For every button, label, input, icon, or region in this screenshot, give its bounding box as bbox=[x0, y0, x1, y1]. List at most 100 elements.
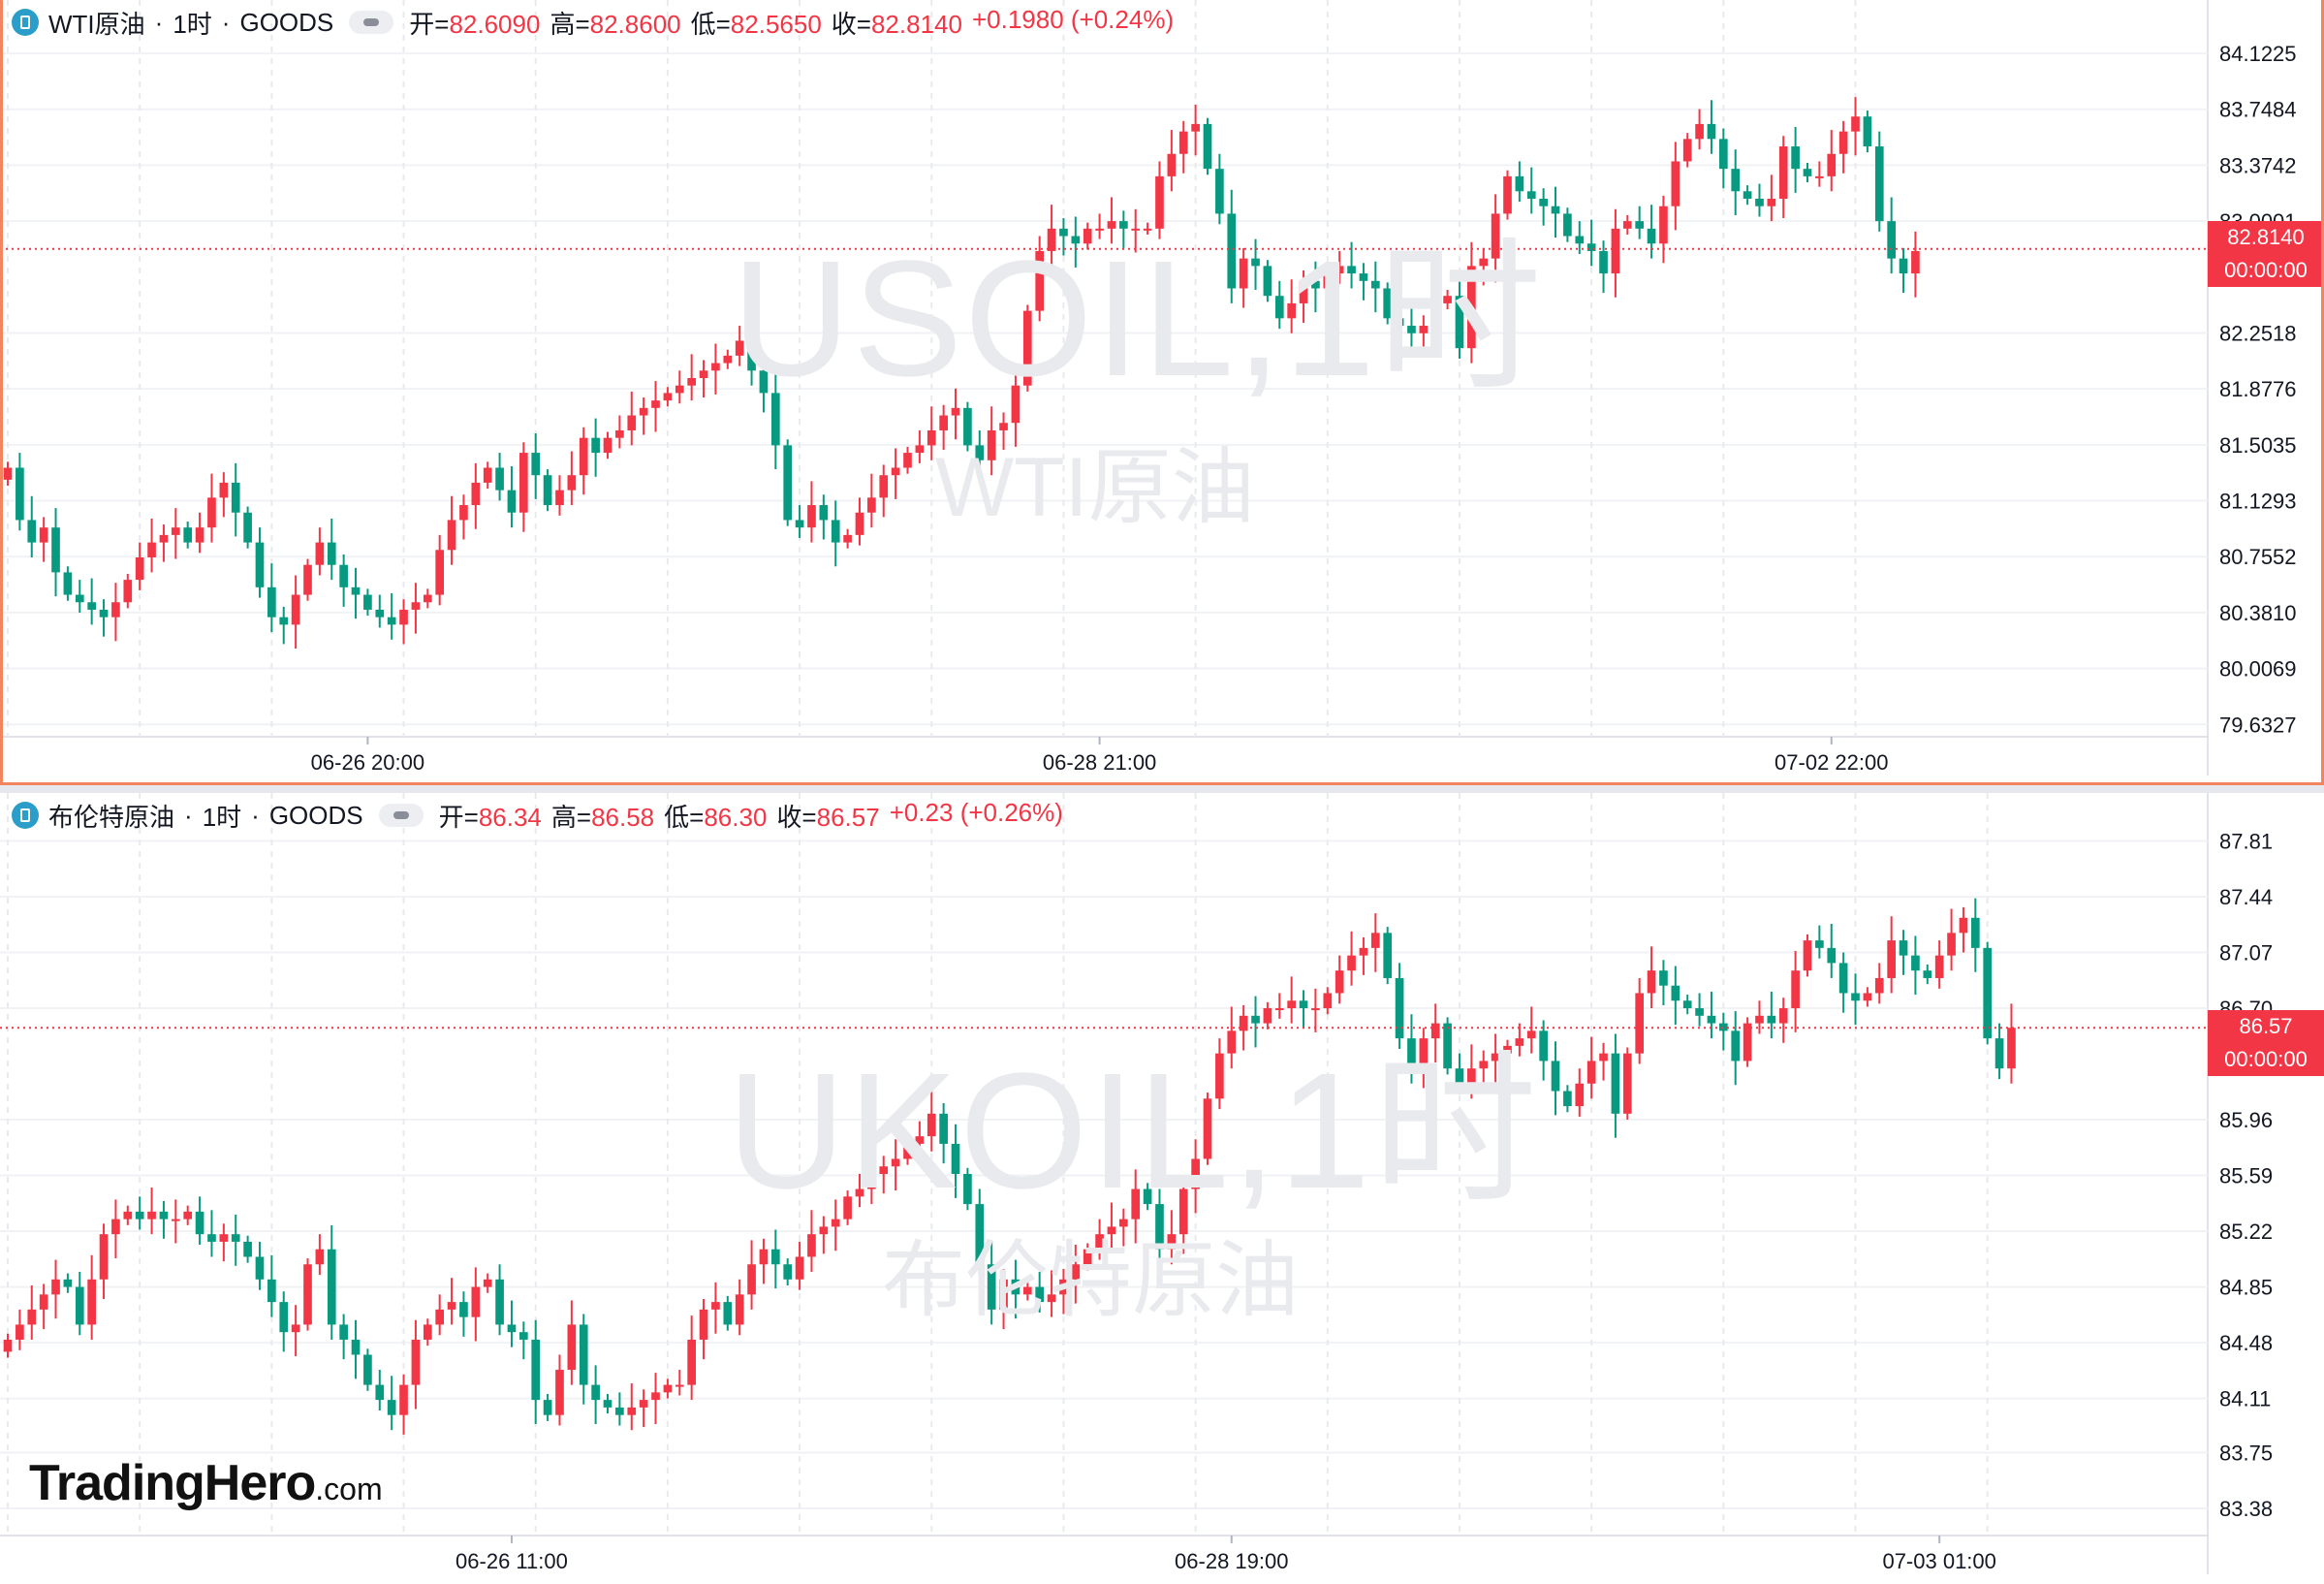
collapse-legend-toggle-icon[interactable] bbox=[378, 804, 424, 827]
pane-separator[interactable] bbox=[0, 785, 2324, 793]
brent-price-chart[interactable]: 87.8187.4487.0786.7085.9685.5985.2284.85… bbox=[0, 793, 2324, 1584]
wti-candle-body bbox=[1323, 273, 1333, 289]
brent-candle bbox=[219, 1223, 229, 1262]
brent-interval[interactable]: 1时 bbox=[202, 802, 242, 832]
wti-candle bbox=[1347, 241, 1356, 289]
brent-candle-body bbox=[147, 1211, 156, 1220]
brent-candle-body bbox=[27, 1309, 37, 1325]
brent-candle-body bbox=[531, 1339, 541, 1401]
brent-chart-pane[interactable]: 87.81 87.44 87.07 86.70 85.96 85.59 85.22 84.85… bbox=[0, 793, 2324, 1584]
brent-candle bbox=[1863, 987, 1872, 1007]
wti-candle bbox=[483, 461, 492, 490]
wti-y-tick-label: 83.3742 bbox=[2219, 153, 2297, 177]
wti-candle bbox=[1887, 197, 1896, 274]
wti-candle-body bbox=[255, 542, 265, 587]
brent-candle-body bbox=[555, 1370, 564, 1415]
change-value: +0.1980 (+0.24%) bbox=[971, 4, 1175, 34]
wti-candle-body bbox=[975, 445, 985, 460]
wti-candle bbox=[1047, 205, 1056, 267]
wti-candle bbox=[1011, 365, 1021, 447]
brent-y-tick-label: 85.59 bbox=[2219, 1164, 2273, 1188]
brent-candle-body bbox=[1563, 1091, 1572, 1107]
wti-candle bbox=[1299, 270, 1308, 323]
wti-candle-body bbox=[1719, 139, 1728, 170]
brent-candle bbox=[531, 1319, 541, 1424]
wti-candle-body bbox=[1155, 175, 1164, 229]
brent-candle-body bbox=[1707, 1015, 1716, 1024]
wti-candle bbox=[447, 495, 456, 565]
brent-candle bbox=[1083, 1243, 1092, 1271]
wti-candle bbox=[747, 316, 756, 386]
wti-candle bbox=[531, 433, 541, 499]
brent-candle bbox=[651, 1373, 660, 1424]
brent-candle bbox=[1899, 930, 1908, 975]
brent-candle-body bbox=[1503, 1045, 1512, 1054]
wti-candle-body bbox=[135, 557, 144, 581]
wti-y-tick-label: 81.8776 bbox=[2219, 377, 2297, 401]
brent-candle-body bbox=[831, 1219, 840, 1227]
brent-candle-body bbox=[495, 1279, 504, 1325]
brent-candle-body bbox=[543, 1400, 552, 1415]
brent-candle bbox=[951, 1124, 960, 1198]
brent-candle bbox=[423, 1318, 432, 1346]
brent-candle-body bbox=[399, 1384, 408, 1415]
wti-candle bbox=[1383, 282, 1393, 325]
brent-countdown-tag: 00:00:00 bbox=[2208, 1043, 2324, 1076]
brent-candle bbox=[507, 1300, 517, 1347]
high-label: 高= bbox=[550, 9, 590, 39]
wti-candle-body bbox=[1203, 123, 1212, 170]
wti-candle bbox=[1755, 183, 1764, 217]
brent-candle bbox=[1491, 1033, 1500, 1086]
wti-candle-body bbox=[159, 534, 169, 543]
brent-symbol-name[interactable]: 布伦特原油 bbox=[48, 802, 175, 832]
wti-candle bbox=[1827, 130, 1837, 192]
wti-price-chart[interactable]: 84.122583.748483.374283.000182.251881.87… bbox=[0, 0, 2324, 785]
wti-candle bbox=[1491, 194, 1500, 283]
brent-candle-body bbox=[567, 1324, 577, 1371]
wti-candle bbox=[915, 429, 925, 463]
wti-candle-body bbox=[1119, 221, 1128, 229]
brent-candle-body bbox=[123, 1211, 133, 1220]
wti-candle bbox=[135, 542, 144, 590]
wti-symbol-name[interactable]: WTI原油 bbox=[48, 9, 145, 39]
brent-candle bbox=[1959, 906, 1968, 953]
wti-candle-body bbox=[1455, 296, 1464, 349]
wti-candle bbox=[951, 388, 960, 440]
brent-candle-body bbox=[1239, 1015, 1248, 1031]
wti-candle-body bbox=[207, 497, 216, 528]
wti-candle bbox=[207, 473, 216, 543]
wti-candle-body bbox=[1178, 131, 1188, 154]
wti-interval[interactable]: 1时 bbox=[173, 9, 212, 39]
brent-candle-body bbox=[1970, 917, 1980, 948]
brent-candle bbox=[711, 1282, 720, 1334]
wti-candle-body bbox=[267, 586, 276, 618]
wti-candle-body bbox=[1251, 258, 1260, 267]
brent-candle bbox=[591, 1365, 600, 1424]
open-label: 开= bbox=[409, 9, 450, 39]
wti-candle-body bbox=[770, 393, 780, 446]
brent-candle-body bbox=[459, 1302, 468, 1317]
brent-candle bbox=[1407, 1014, 1416, 1084]
wti-candle-body bbox=[1011, 385, 1021, 424]
brent-candle bbox=[1059, 1268, 1068, 1315]
brent-candle bbox=[795, 1241, 804, 1290]
brent-candle-body bbox=[267, 1279, 276, 1303]
wti-candle-body bbox=[171, 527, 180, 535]
collapse-legend-toggle-icon[interactable] bbox=[349, 11, 394, 34]
brent-candle-body bbox=[987, 1264, 996, 1310]
brent-candle-body bbox=[51, 1279, 60, 1295]
brent-candle bbox=[1731, 1011, 1741, 1086]
wti-candle-body bbox=[675, 385, 684, 394]
brent-candle bbox=[891, 1139, 900, 1191]
wti-chart-pane[interactable]: 84.122583.748483.374283.000182.251881.87… bbox=[0, 0, 2324, 785]
brent-candle-body bbox=[1071, 1264, 1081, 1280]
wti-candle bbox=[1203, 117, 1212, 175]
wti-candle bbox=[219, 472, 229, 518]
brent-candle-body bbox=[435, 1309, 445, 1325]
brent-candle bbox=[555, 1354, 564, 1426]
wti-candle-body bbox=[435, 550, 445, 595]
brent-candle-body bbox=[159, 1211, 169, 1220]
wti-candle bbox=[1059, 218, 1068, 256]
wti-candle-body bbox=[291, 594, 300, 625]
wti-candle-body bbox=[1659, 206, 1668, 244]
